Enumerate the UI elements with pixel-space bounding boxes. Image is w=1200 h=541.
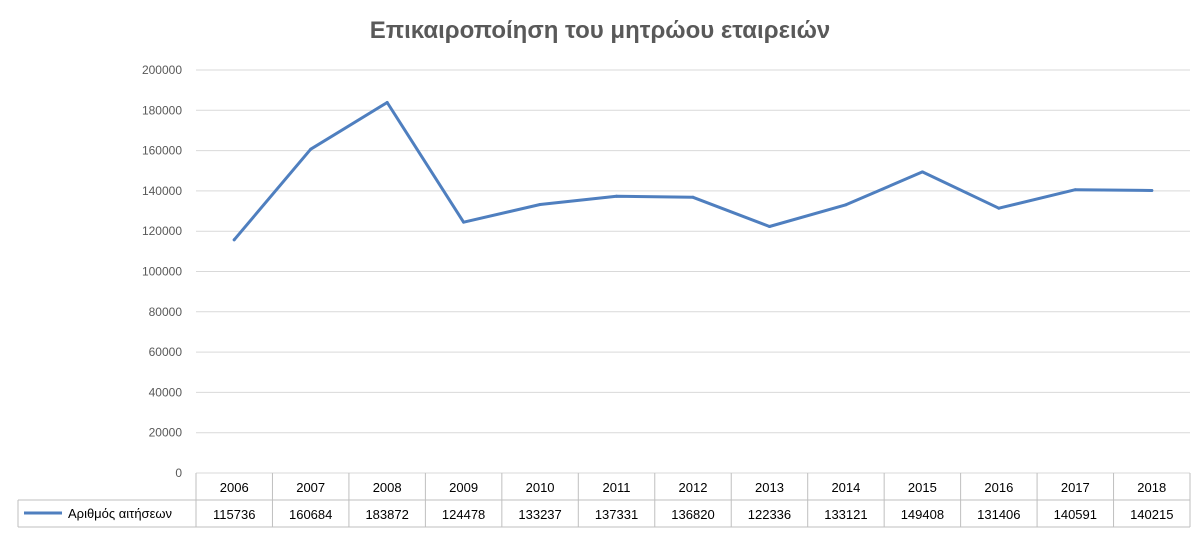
data-label: 122336 (748, 507, 791, 522)
x-category-label: 2016 (984, 480, 1013, 495)
data-point (232, 238, 236, 242)
data-point (385, 100, 389, 104)
data-label: 140215 (1130, 507, 1173, 522)
data-label: 115736 (213, 507, 255, 522)
data-point (615, 194, 619, 198)
data-point (1073, 188, 1077, 192)
data-label: 133237 (518, 507, 561, 522)
x-category-label: 2009 (449, 480, 478, 495)
data-table: 2006 2007 2008 2009 2010 2011 2012 2013 2014 2015… (17, 473, 1191, 528)
y-tick-label: 20000 (149, 426, 183, 440)
data-point (462, 220, 466, 224)
data-label: 124478 (442, 507, 485, 522)
y-tick-label: 0 (175, 466, 182, 480)
data-point (997, 206, 1001, 210)
x-category-label: 2017 (1061, 480, 1090, 495)
gridlines (196, 69, 1190, 474)
chart-title: Επικαιροποίηση του μητρώου εταιρειών (370, 17, 831, 44)
y-tick-label: 80000 (149, 305, 183, 319)
y-axis-tick-labels: 2000001800001600001400001200001000008000… (142, 63, 182, 480)
x-category-label: 2014 (831, 480, 860, 495)
y-tick-label: 140000 (142, 184, 182, 198)
y-tick-label: 100000 (142, 265, 182, 279)
data-label: 137331 (595, 507, 638, 522)
data-label: 136820 (671, 507, 714, 522)
data-label: 149408 (901, 507, 944, 522)
data-label: 160684 (289, 507, 332, 522)
x-category-label: 2008 (373, 480, 402, 495)
x-category-label: 2006 (220, 480, 249, 495)
y-tick-label: 180000 (142, 103, 182, 117)
data-label: 133121 (824, 507, 867, 522)
legend-label: Αριθμός αιτήσεων (68, 506, 172, 521)
y-tick-label: 40000 (149, 385, 183, 399)
x-category-label: 2015 (908, 480, 937, 495)
data-point (691, 195, 695, 199)
data-label: 140591 (1054, 507, 1097, 522)
y-tick-label: 120000 (142, 224, 182, 238)
series-layer (232, 100, 1154, 242)
x-category-label: 2018 (1137, 480, 1166, 495)
data-point (538, 203, 542, 207)
data-point (309, 147, 313, 151)
y-tick-label: 200000 (142, 63, 182, 77)
x-category-label: 2011 (603, 480, 631, 495)
x-category-label: 2010 (526, 480, 555, 495)
data-label: 131406 (977, 507, 1020, 522)
data-point (920, 170, 924, 174)
data-label: 183872 (365, 507, 408, 522)
y-tick-label: 60000 (149, 345, 183, 359)
data-point (844, 203, 848, 207)
data-point (1150, 188, 1154, 192)
y-tick-label: 160000 (142, 144, 182, 158)
x-category-label: 2007 (296, 480, 325, 495)
x-category-label: 2013 (755, 480, 784, 495)
data-point (767, 224, 771, 228)
x-category-label: 2012 (679, 480, 708, 495)
